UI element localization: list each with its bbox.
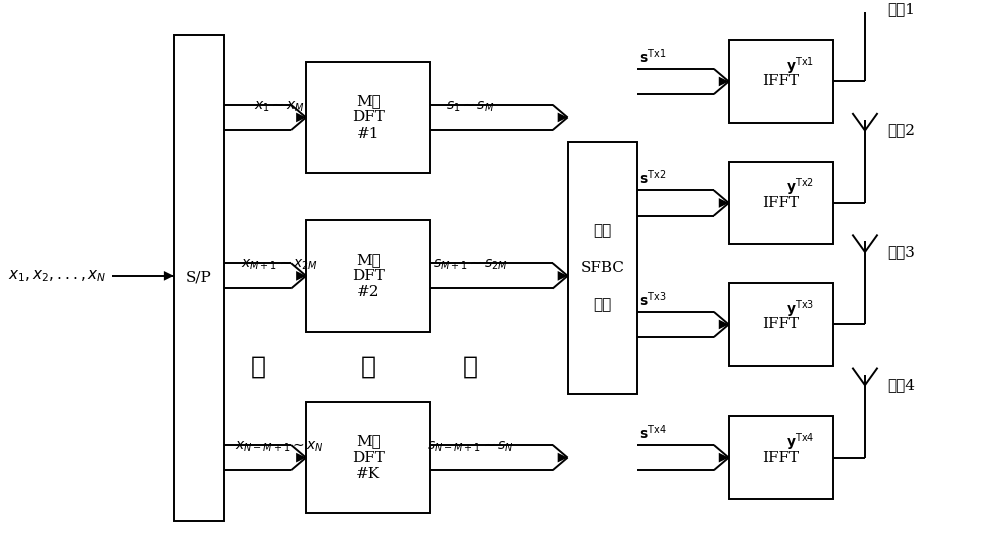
Text: 天獴1: 天獴1	[887, 2, 915, 16]
Text: $x_1 \sim x_M$: $x_1 \sim x_M$	[254, 99, 305, 113]
Bar	[729, 283, 833, 366]
Text: $\mathbf{s}^{\mathrm{Tx1}}$: $\mathbf{s}^{\mathrm{Tx1}}$	[639, 47, 667, 66]
Polygon shape	[558, 112, 568, 122]
Text: ⋮: ⋮	[361, 355, 376, 378]
Text: ⋮: ⋮	[251, 355, 266, 378]
Text: $\mathbf{s}^{\mathrm{Tx2}}$: $\mathbf{s}^{\mathrm{Tx2}}$	[639, 169, 667, 187]
Text: 编码: 编码	[593, 224, 612, 238]
Text: $x_1, x_2,...,x_N$: $x_1, x_2,...,x_N$	[8, 268, 106, 283]
Polygon shape	[164, 271, 174, 281]
Polygon shape	[296, 271, 306, 281]
Text: ⋮: ⋮	[463, 355, 478, 378]
Polygon shape	[719, 198, 729, 208]
Text: $s_{M+1} \sim s_{2M}$: $s_{M+1} \sim s_{2M}$	[433, 257, 508, 272]
Polygon shape	[558, 271, 568, 281]
Bar	[568, 142, 637, 394]
Text: 正交: 正交	[593, 298, 612, 312]
Text: $s_1 \sim s_M$: $s_1 \sim s_M$	[446, 99, 494, 113]
Text: $\mathbf{s}^{\mathrm{Tx3}}$: $\mathbf{s}^{\mathrm{Tx3}}$	[639, 291, 667, 309]
Polygon shape	[719, 320, 729, 329]
Polygon shape	[558, 453, 568, 463]
Text: $\mathbf{y}^{\mathrm{Tx3}}$: $\mathbf{y}^{\mathrm{Tx3}}$	[786, 298, 814, 320]
Text: $\mathbf{y}^{\mathrm{Tx4}}$: $\mathbf{y}^{\mathrm{Tx4}}$	[786, 431, 814, 453]
Bar	[729, 416, 833, 499]
Polygon shape	[719, 77, 729, 86]
Text: IFFT: IFFT	[762, 318, 799, 331]
Bar	[174, 35, 224, 521]
Bar	[306, 61, 430, 173]
Text: SFBC: SFBC	[580, 261, 624, 275]
Text: $\mathbf{y}^{\mathrm{Tx1}}$: $\mathbf{y}^{\mathrm{Tx1}}$	[786, 55, 814, 77]
Text: $x_{M+1} \sim x_{2M}$: $x_{M+1} \sim x_{2M}$	[241, 257, 318, 272]
Text: M点
DFT
#2: M点 DFT #2	[352, 252, 385, 299]
Text: IFFT: IFFT	[762, 74, 799, 89]
Polygon shape	[296, 112, 306, 122]
Text: 天獴3: 天獴3	[887, 245, 915, 259]
Bar	[729, 40, 833, 123]
Text: IFFT: IFFT	[762, 451, 799, 465]
Text: IFFT: IFFT	[762, 196, 799, 210]
Text: $s_{N-M+1} \sim s_N$: $s_{N-M+1} \sim s_N$	[427, 439, 513, 454]
Text: 天獴4: 天獴4	[887, 378, 915, 392]
Bar	[306, 402, 430, 514]
Text: M点
DFT
#1: M点 DFT #1	[352, 94, 385, 141]
Text: 天獴2: 天獴2	[887, 124, 915, 137]
Bar	[306, 220, 430, 332]
Text: M点
DFT
#K: M点 DFT #K	[352, 434, 385, 481]
Text: $x_{N-M+1} \sim x_N$: $x_{N-M+1} \sim x_N$	[235, 439, 324, 454]
Text: $\mathbf{y}^{\mathrm{Tx2}}$: $\mathbf{y}^{\mathrm{Tx2}}$	[786, 176, 814, 198]
Text: $\mathbf{s}^{\mathrm{Tx4}}$: $\mathbf{s}^{\mathrm{Tx4}}$	[639, 424, 667, 442]
Bar	[729, 162, 833, 244]
Text: S/P: S/P	[186, 271, 212, 285]
Polygon shape	[719, 453, 729, 463]
Polygon shape	[296, 453, 306, 463]
